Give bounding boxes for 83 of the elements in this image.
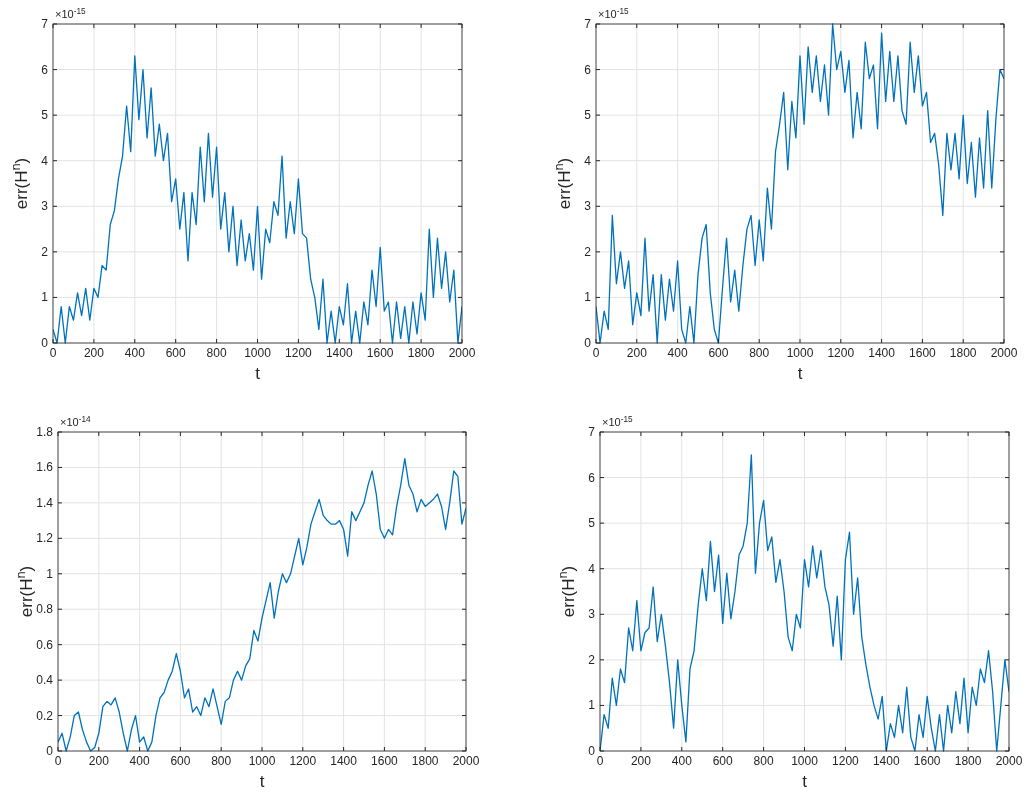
y-tick-label: 0.8 (36, 602, 54, 617)
text: ×10$^{-15}$ (602, 414, 634, 428)
y-tick-label: 2 (588, 652, 596, 667)
x-tick-label: 400 (667, 346, 688, 360)
x-tick-label: 1800 (954, 754, 982, 768)
y-tick-label: 1.4 (36, 495, 54, 510)
y-tick-label: 5 (41, 108, 49, 123)
x-tick-label: 2000 (452, 754, 480, 768)
y-tick-label: 4 (41, 153, 49, 168)
y-tick-label: 1.2 (36, 531, 54, 546)
y-tick-label: 3 (41, 199, 49, 214)
x-tick-label: 1400 (872, 754, 900, 768)
line-series (596, 23, 1004, 344)
x-tick-label: 800 (753, 754, 774, 768)
x-tick-label: 1000 (786, 346, 814, 360)
x-tick-label: 400 (671, 754, 693, 768)
x-tick-label: 2000 (990, 346, 1018, 360)
x-tick-label: 200 (88, 754, 110, 768)
x-tick-label: 400 (129, 754, 150, 768)
y-tick-label: 0.6 (36, 637, 54, 652)
x-axis-title: t (255, 364, 261, 383)
x-tick-label: 1000 (791, 754, 819, 768)
y-tick-label: 1 (41, 290, 49, 305)
x-tick-label: 1200 (289, 754, 317, 768)
y-tick-label: 0 (41, 336, 49, 350)
y-tick-label: 5 (584, 108, 592, 123)
x-tick-label: 1000 (248, 754, 276, 768)
y-tick-label: 0 (46, 744, 54, 758)
x-axis-title: t (259, 772, 265, 791)
y-tick-label: 1 (588, 698, 596, 713)
y-tick-label: 0 (584, 336, 592, 350)
x-tick-label: 1200 (827, 346, 855, 360)
y-tick-label: 1 (46, 566, 54, 581)
x-tick-label: 1600 (371, 754, 399, 768)
x-tick-label: 600 (170, 754, 191, 768)
y-tick-label: 4 (584, 153, 592, 168)
y-tick-label: 0.2 (36, 708, 54, 723)
y-tick-label: 2 (584, 244, 592, 259)
y-tick-label: 4 (588, 561, 596, 576)
text: ×10$^{-15}$ (598, 6, 630, 20)
y-tick-label: 6 (41, 62, 49, 77)
y-tick-label: 3 (584, 199, 592, 214)
x-tick-label: 1600 (366, 346, 394, 360)
x-tick-label: 1800 (411, 754, 439, 768)
x-tick-label: 1400 (325, 346, 353, 360)
x-tick-label: 2000 (995, 754, 1023, 768)
x-tick-label: 1600 (909, 346, 937, 360)
x-tick-label: 800 (749, 346, 770, 360)
y-tick-label: 7 (588, 425, 596, 439)
y-tick-label: 7 (41, 17, 49, 31)
x-axis-title: t (797, 364, 803, 383)
x-tick-label: 1800 (407, 346, 435, 360)
x-tick-label: 2000 (448, 346, 476, 360)
y-tick-label: 3 (588, 607, 596, 622)
x-tick-label: 200 (630, 754, 652, 768)
x-tick-label: 1600 (913, 754, 941, 768)
y-tick-label: 1.6 (36, 460, 54, 475)
x-tick-label: 400 (124, 346, 146, 360)
x-tick-label: 600 (712, 754, 734, 768)
x-tick-label: 600 (165, 346, 187, 360)
y-tick-label: 2 (41, 244, 49, 259)
x-tick-label: 200 (626, 346, 648, 360)
x-tick-label: 600 (708, 346, 729, 360)
x-tick-label: 800 (211, 754, 232, 768)
y-tick-label: 1 (584, 290, 592, 305)
y-tick-label: 6 (588, 470, 596, 485)
y-tick-label: 0.4 (36, 673, 54, 688)
x-tick-label: 1400 (868, 346, 896, 360)
text: ×10$^{-14}$ (60, 414, 92, 428)
x-tick-label: 1200 (285, 346, 313, 360)
y-tick-label: 1.8 (36, 425, 54, 439)
y-tick-label: 6 (584, 62, 592, 77)
x-tick-label: 1000 (244, 346, 272, 360)
x-tick-label: 1200 (832, 754, 860, 768)
x-tick-label: 1400 (330, 754, 358, 768)
x-tick-label: 1800 (949, 346, 977, 360)
x-tick-label: 800 (206, 346, 227, 360)
y-tick-label: 5 (588, 516, 596, 531)
y-tick-label: 0 (588, 744, 596, 758)
text: ×10$^{-15}$ (55, 6, 87, 20)
x-tick-label: 200 (83, 346, 105, 360)
x-axis-title: t (802, 772, 808, 791)
y-tick-label: 7 (584, 17, 592, 31)
